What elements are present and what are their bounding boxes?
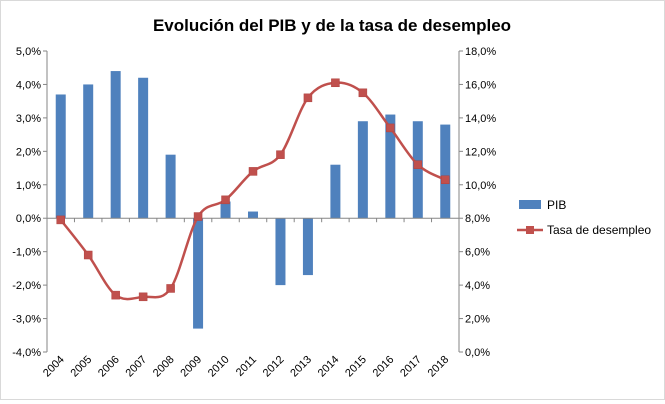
bar-pib-2006 [110, 71, 121, 219]
y-right-tick-label: 10,0% [465, 180, 496, 192]
bar-pib-2004 [55, 94, 66, 219]
marker-tasa-2015 [358, 88, 368, 98]
legend-label-pib: PIB [547, 198, 566, 212]
marker-tasa-2014 [331, 78, 340, 88]
y-right-tick-label: 14,0% [465, 113, 496, 125]
legend-swatch-pib [519, 200, 541, 209]
legend: PIB Tasa de desempleo [517, 198, 651, 237]
bar-pib-2008 [165, 154, 176, 219]
marker-tasa-2016 [386, 123, 395, 133]
x-tick-label-2011: 2011 [234, 354, 259, 379]
x-tick-label-2013: 2013 [288, 354, 314, 380]
y-left-tick-label: 3,0% [16, 113, 41, 125]
bar-pib-2013 [302, 218, 313, 276]
y-right-tick-label: 4,0% [465, 280, 490, 292]
marker-tasa-2008 [166, 284, 175, 293]
bar-pib-2009 [193, 218, 204, 329]
marker-tasa-2004 [56, 215, 65, 225]
y-right-tick-label: 18,0% [465, 46, 496, 58]
x-tick-label-2010: 2010 [206, 354, 232, 380]
bar-pib-2005 [83, 84, 94, 219]
y-right-tick-label: 2,0% [465, 314, 490, 326]
marker-tasa-2009 [193, 212, 203, 221]
y-left-tick-label: -3,0% [12, 314, 41, 326]
y-right-tick-label: 12,0% [465, 146, 496, 158]
legend-marker-tasa [526, 226, 534, 234]
bar-pib-2011 [248, 211, 258, 219]
chart-title: Evolución del PIB y de la tasa de desemp… [153, 16, 511, 35]
x-tick-label-2012: 2012 [261, 354, 287, 380]
y-left-tick-label: 4,0% [16, 79, 41, 91]
x-tick-label-2009: 2009 [178, 354, 204, 380]
x-tick-label-2015: 2015 [343, 354, 369, 380]
marker-tasa-2013 [303, 93, 313, 103]
bar-pib-2012 [275, 218, 286, 286]
bar-pib-2015 [357, 121, 368, 219]
y-left-tick-label: -1,0% [12, 247, 41, 259]
y-left-tick-label: 1,0% [16, 180, 41, 192]
x-tick-label-2014: 2014 [316, 354, 342, 380]
bar-pib-2018 [440, 124, 451, 219]
bar-pib-2017 [412, 121, 423, 219]
y-right-tick-label: 0,0% [465, 347, 490, 359]
marker-tasa-2006 [111, 290, 120, 300]
x-tick-label-2008: 2008 [151, 354, 177, 380]
marker-tasa-2018 [441, 175, 450, 185]
y-left-tick-label: -4,0% [12, 347, 41, 359]
x-tick-label-2005: 2005 [69, 354, 95, 380]
marker-tasa-2010 [221, 195, 230, 205]
bar-pib-2014 [330, 164, 341, 219]
x-tick-label-2018: 2018 [426, 354, 452, 380]
x-tick-label-2004: 2004 [41, 354, 67, 380]
legend-label-tasa: Tasa de desempleo [547, 223, 651, 237]
x-tick-label-2007: 2007 [123, 354, 149, 380]
x-tick-label-2006: 2006 [96, 354, 122, 380]
y-left-tick-label: 5,0% [16, 46, 41, 58]
y-left-tick-label: 2,0% [16, 146, 41, 158]
marker-tasa-2017 [413, 160, 423, 169]
marker-tasa-2005 [83, 250, 93, 260]
y-left-tick-label: -2,0% [12, 280, 41, 292]
y-left-tick-label: 0,0% [16, 213, 41, 225]
y-right-tick-label: 16,0% [465, 79, 496, 91]
x-tick-label-2017: 2017 [398, 354, 424, 380]
marker-tasa-2007 [138, 292, 148, 302]
bar-pib-2010 [220, 201, 231, 219]
y-right-tick-label: 6,0% [465, 247, 490, 259]
marker-tasa-2011 [248, 167, 258, 176]
marker-tasa-2012 [276, 150, 285, 159]
y-right-tick-label: 8,0% [465, 213, 490, 225]
plot-area: 5,0% 4,0% 3,0% 2,0% 1,0% 0,0% -1,0% -2,0% -3,0% -… [12, 46, 496, 379]
bar-pib-2007 [138, 77, 149, 219]
bar-pib-2016 [385, 114, 396, 219]
x-tick-label-2016: 2016 [371, 354, 397, 380]
